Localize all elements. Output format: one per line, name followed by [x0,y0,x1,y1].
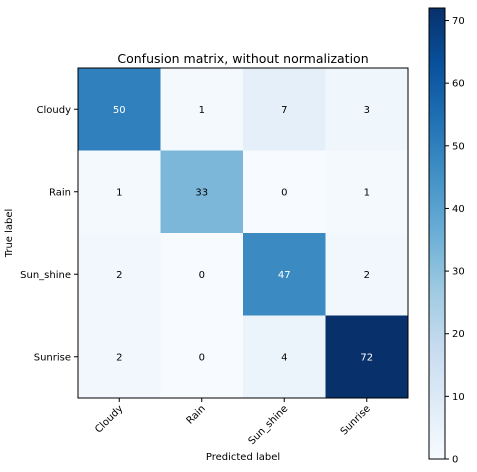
cell-value-label: 4 [281,352,287,363]
x-axis-label: Predicted label [206,452,280,463]
y-tick-label: Sun_shine [20,270,71,281]
plot-frame [77,67,409,399]
heatmap-cell [325,233,408,316]
y-tick-label: Cloudy [37,105,72,116]
colorbar-tick-label: 50 [452,141,465,152]
heatmap-cell [243,315,326,398]
cell-value-label: 47 [278,270,291,281]
cell-value-label: 1 [199,105,205,116]
cell-value-label: 2 [364,270,370,281]
heatmap-cell [243,233,326,316]
cell-value-label: 1 [364,187,370,198]
heatmap-cell [78,233,161,316]
colorbar [428,7,446,460]
x-tick-label: Rain [185,403,208,426]
heatmap-cell [78,150,161,233]
x-tick-label: Sun_shine [247,403,291,447]
colorbar-tick-label: 10 [452,392,465,403]
cell-value-label: 72 [360,352,373,363]
y-tick-label: Rain [49,187,71,198]
heatmap-cell [243,150,326,233]
colorbar-ticks: 0 10 20 30 40 50 60 70 [445,16,465,466]
cell-value-label: 50 [113,105,126,116]
colorbar-tick-label: 70 [452,16,465,27]
heatmap-cell [325,150,408,233]
heatmap-cells: 50 1 7 31 33 0 12 0 47 22 0 4 72 [78,68,408,398]
cell-value-label: 2 [116,352,122,363]
cell-value-label: 0 [281,187,287,198]
cell-value-label: 2 [116,270,122,281]
heatmap-cell [160,233,243,316]
heatmap-cell [243,68,326,151]
heatmap-cell [325,315,408,398]
colorbar-tick-label: 30 [452,267,465,278]
y-axis-label: True label [4,209,15,259]
heatmap-cell [325,68,408,151]
cell-value-label: 7 [281,105,287,116]
x-tick-label: Cloudy [93,403,125,435]
chart-title: Confusion matrix, without normalization [117,51,368,66]
colorbar-tick-label: 20 [452,329,465,340]
cell-value-label: 1 [116,187,122,198]
heatmap-cell [160,315,243,398]
heatmap-cell [160,150,243,233]
x-tick-label: Sunrise [339,403,373,437]
cell-value-label: 33 [195,187,208,198]
cell-value-label: 0 [199,352,205,363]
colorbar-tick-label: 0 [452,455,458,466]
y-tick-label: Sunrise [34,352,71,363]
heatmap-cell [160,68,243,151]
heatmap-cell [78,315,161,398]
cell-value-label: 3 [364,105,370,116]
cell-value-label: 0 [199,270,205,281]
heatmap-cell [78,68,161,151]
colorbar-tick-label: 60 [452,79,465,90]
colorbar-tick-label: 40 [452,204,465,215]
